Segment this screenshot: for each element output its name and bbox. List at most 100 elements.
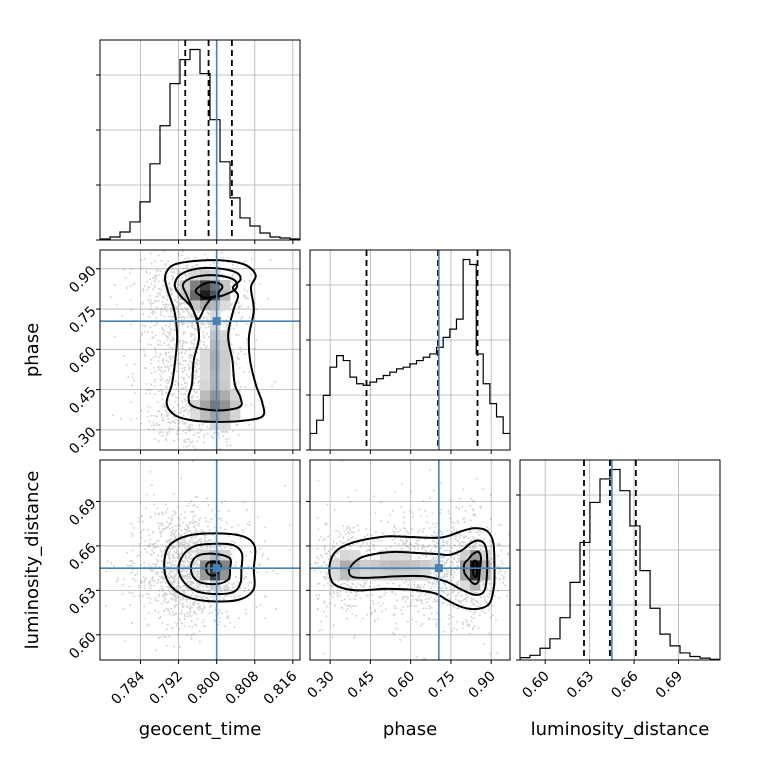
scatter-point: [235, 423, 238, 426]
scatter-point: [449, 555, 452, 558]
scatter-point: [144, 577, 147, 580]
scatter-point: [165, 336, 168, 339]
scatter-point: [197, 381, 200, 384]
scatter-point: [441, 539, 444, 542]
scatter-point: [456, 560, 459, 563]
scatter-point: [147, 545, 150, 548]
y-tick-label-luminosity_distance: 0.60: [66, 629, 99, 662]
scatter-point: [233, 292, 236, 295]
density-cell: [220, 370, 231, 381]
scatter-point: [174, 511, 177, 514]
scatter-point: [431, 512, 434, 515]
scatter-point: [168, 516, 171, 519]
scatter-point: [212, 618, 215, 621]
scatter-point: [206, 311, 209, 314]
scatter-point: [160, 550, 163, 553]
scatter-point: [351, 582, 354, 585]
scatter-point: [197, 359, 200, 362]
scatter-point: [196, 264, 199, 267]
scatter-point: [456, 581, 459, 584]
scatter-point: [196, 595, 199, 598]
scatter-point: [441, 559, 444, 562]
scatter-point: [457, 599, 460, 602]
scatter-point: [409, 601, 412, 604]
scatter-point: [183, 440, 186, 443]
scatter-point: [168, 611, 171, 614]
scatter-point: [152, 551, 155, 554]
scatter-point: [152, 356, 155, 359]
scatter-point: [195, 560, 198, 563]
scatter-point: [176, 430, 179, 433]
scatter-point: [180, 316, 183, 319]
scatter-point: [177, 505, 180, 508]
scatter-point: [188, 549, 191, 552]
scatter-point: [141, 580, 144, 583]
density-cell: [390, 550, 401, 561]
scatter-point: [221, 277, 224, 280]
scatter-point: [174, 575, 177, 578]
scatter-point: [410, 593, 413, 596]
scatter-point: [179, 411, 182, 414]
scatter-point: [196, 573, 199, 576]
scatter-point: [446, 593, 449, 596]
scatter-point: [191, 582, 194, 585]
scatter-point: [180, 302, 183, 305]
scatter-point: [430, 606, 433, 609]
scatter-point: [169, 560, 172, 563]
scatter-point: [255, 308, 258, 311]
scatter-point: [201, 322, 204, 325]
scatter-point: [174, 299, 177, 302]
scatter-point: [178, 270, 181, 273]
scatter-point: [427, 580, 430, 583]
scatter-point: [319, 553, 322, 556]
density-cell: [480, 560, 491, 571]
scatter-point: [199, 540, 202, 543]
scatter-point: [149, 580, 152, 583]
scatter-point: [204, 316, 207, 319]
scatter-point: [123, 640, 126, 643]
scatter-point: [463, 598, 466, 601]
scatter-point: [189, 522, 192, 525]
scatter-point: [447, 592, 450, 595]
scatter-point: [432, 556, 435, 559]
scatter-point: [180, 548, 183, 551]
scatter-point: [190, 638, 193, 641]
scatter-point: [161, 300, 164, 303]
scatter-point: [166, 331, 169, 334]
scatter-point: [460, 594, 463, 597]
density-cell: [210, 330, 221, 341]
scatter-point: [157, 637, 160, 640]
scatter-point: [346, 607, 349, 610]
scatter-point: [174, 594, 177, 597]
scatter-point: [249, 550, 252, 553]
scatter-point: [234, 597, 237, 600]
scatter-point: [154, 378, 157, 381]
scatter-point: [179, 339, 182, 342]
scatter-point: [189, 610, 192, 613]
scatter-point: [231, 583, 234, 586]
scatter-point: [325, 524, 328, 527]
scatter-point: [454, 535, 457, 538]
scatter-point: [141, 514, 144, 517]
scatter-point: [259, 603, 262, 606]
scatter-point: [462, 536, 465, 539]
scatter-point: [180, 513, 183, 516]
scatter-point: [459, 533, 462, 536]
scatter-point: [349, 501, 352, 504]
scatter-point: [458, 536, 461, 539]
scatter-point: [149, 389, 152, 392]
density-cells: [330, 550, 491, 591]
scatter-point: [176, 301, 179, 304]
scatter-point: [147, 298, 150, 301]
scatter-point: [190, 361, 193, 364]
scatter-point: [474, 543, 477, 546]
scatter-point: [344, 582, 347, 585]
scatter-point: [393, 633, 396, 636]
scatter-point: [461, 505, 464, 508]
scatter-point: [173, 621, 176, 624]
scatter-point: [482, 539, 485, 542]
scatter-point: [231, 282, 234, 285]
scatter-point: [213, 526, 216, 529]
scatter-point: [329, 593, 332, 596]
scatter-point: [171, 339, 174, 342]
